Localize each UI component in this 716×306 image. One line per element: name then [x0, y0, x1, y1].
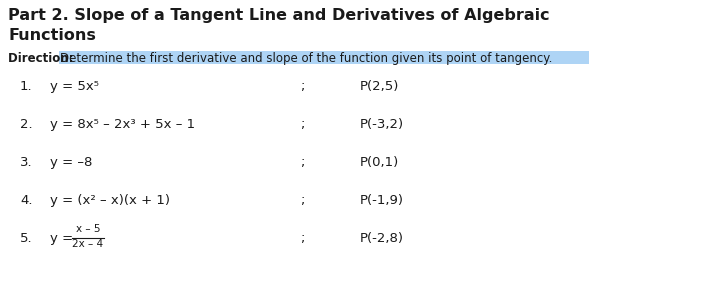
Text: Part 2. Slope of a Tangent Line and Derivatives of Algebraic: Part 2. Slope of a Tangent Line and Deri…: [8, 8, 550, 23]
Text: 3.: 3.: [20, 156, 33, 169]
Text: y = (x² – x)(x + 1): y = (x² – x)(x + 1): [50, 194, 170, 207]
Text: y = 8x⁵ – 2x³ + 5x – 1: y = 8x⁵ – 2x³ + 5x – 1: [50, 118, 195, 131]
Text: P(-2,8): P(-2,8): [360, 232, 404, 245]
Bar: [59, 51, 589, 64]
Text: 5.: 5.: [20, 232, 33, 245]
Text: 1.: 1.: [20, 80, 33, 93]
Text: Determine the first derivative and slope of the function given its point of tang: Determine the first derivative and slope…: [60, 52, 552, 65]
Text: ;: ;: [300, 118, 304, 131]
Text: ;: ;: [300, 194, 304, 207]
Text: ;: ;: [300, 156, 304, 169]
Text: P(2,5): P(2,5): [360, 80, 400, 93]
Text: Direction:: Direction:: [8, 52, 77, 65]
Text: Functions: Functions: [8, 28, 96, 43]
Text: 2x – 4: 2x – 4: [72, 239, 104, 249]
Text: x – 5: x – 5: [76, 224, 100, 234]
Text: y = –8: y = –8: [50, 156, 92, 169]
Text: 2.: 2.: [20, 118, 33, 131]
Text: P(-3,2): P(-3,2): [360, 118, 404, 131]
Text: 4.: 4.: [20, 194, 32, 207]
Text: ;: ;: [300, 232, 304, 245]
Text: ;: ;: [300, 80, 304, 93]
Text: y =: y =: [50, 232, 77, 245]
Text: P(0,1): P(0,1): [360, 156, 400, 169]
Text: y = 5x⁵: y = 5x⁵: [50, 80, 99, 93]
Text: P(-1,9): P(-1,9): [360, 194, 404, 207]
